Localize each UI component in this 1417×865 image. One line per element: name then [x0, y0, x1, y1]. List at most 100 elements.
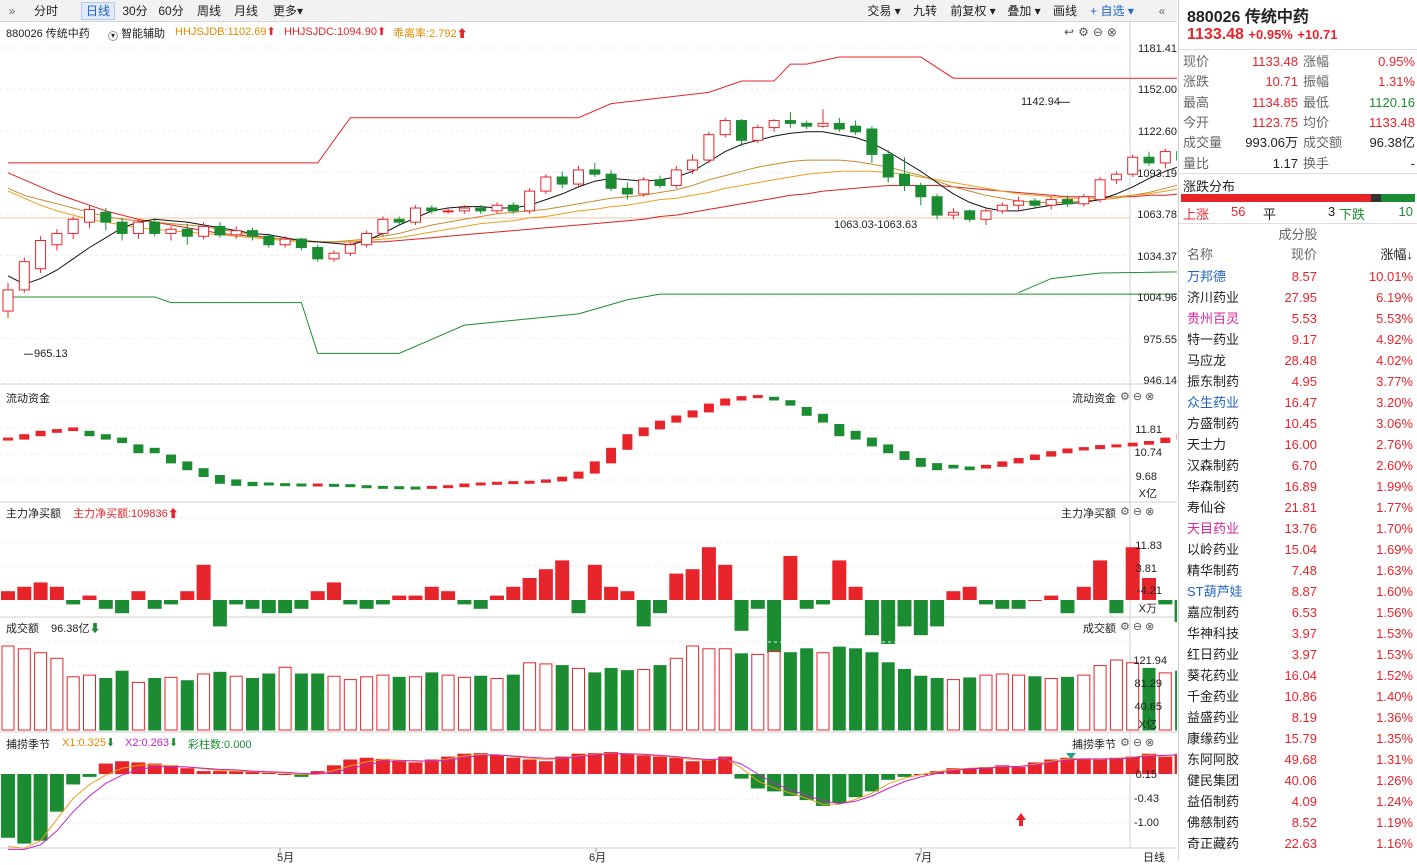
price-axis-label: 1034.37	[1117, 251, 1177, 263]
up-arrow-icon: ⬆	[168, 508, 179, 520]
period-button-daily[interactable]: 日线	[81, 2, 115, 20]
adjust-button[interactable]: 前复权 ▾	[946, 2, 1000, 20]
flow-bar	[557, 477, 567, 482]
stocks-header-name[interactable]: 名称	[1187, 245, 1213, 265]
minimize-icon[interactable]: ⊖	[1133, 621, 1145, 633]
nine-turn-button[interactable]: 九转	[910, 2, 940, 20]
settings-icon[interactable]: ⚙	[1120, 391, 1133, 403]
season-axis-label: -1.00	[1117, 817, 1159, 829]
stock-name: 东阿阿胶	[1187, 749, 1239, 770]
candle-body	[345, 245, 355, 253]
season-bar	[50, 774, 64, 812]
period-button-monthly[interactable]: 月线	[231, 2, 261, 20]
close-icon[interactable]: ⊗	[1145, 737, 1157, 749]
candle-body	[231, 231, 241, 235]
period-button-60min[interactable]: 60分	[157, 2, 185, 20]
quote-label: 最低	[1303, 93, 1329, 113]
minimize-icon[interactable]: ⊖	[1133, 737, 1145, 749]
settings-icon[interactable]: ⚙	[1078, 25, 1093, 39]
add-watchlist-button[interactable]: + 自选 ▾	[1086, 2, 1138, 20]
stock-name: 嘉应制药	[1187, 602, 1239, 623]
candle-body	[362, 233, 372, 244]
quote-chg: +10.71	[1297, 27, 1337, 42]
period-button-fenshi[interactable]: 分时	[30, 2, 62, 20]
stocks-header-price[interactable]: 现价	[1291, 245, 1317, 265]
minimize-icon[interactable]: ⊖	[1133, 506, 1145, 518]
close-icon[interactable]: ⊗	[1145, 506, 1157, 518]
back-icon[interactable]: ↩	[1064, 25, 1078, 39]
period-button-30min[interactable]: 30分	[121, 2, 149, 20]
period-button-weekly[interactable]: 周线	[194, 2, 224, 20]
close-icon[interactable]: ⊗	[1107, 25, 1121, 39]
minimize-icon[interactable]: ⊖	[1093, 25, 1107, 39]
flow-bar	[231, 479, 241, 485]
settings-icon[interactable]: ⚙	[1120, 506, 1133, 518]
stock-pct: 5.53%	[1376, 308, 1413, 329]
stock-price: 40.06	[1284, 770, 1317, 791]
stock-price: 13.76	[1284, 518, 1317, 539]
stock-price: 16.04	[1284, 665, 1317, 686]
settings-icon[interactable]: ⚙	[1120, 621, 1133, 633]
stocks-header-pct[interactable]: 涨幅↓	[1380, 245, 1413, 265]
collapse-left-icon[interactable]: »	[2, 2, 22, 20]
stock-name: 益佰制药	[1187, 791, 1239, 812]
netbuy-bar	[702, 547, 716, 600]
period-button-more[interactable]: 更多▾	[268, 2, 308, 20]
close-icon[interactable]: ⊗	[1145, 621, 1157, 633]
flow-bar	[1144, 441, 1154, 445]
turnover-bar	[540, 664, 552, 730]
close-icon[interactable]: ⊗	[1145, 391, 1157, 403]
band-lower-2	[1019, 270, 1177, 293]
minimize-icon[interactable]: ⊖	[1133, 391, 1145, 403]
overlay-label: 叠加	[1007, 4, 1031, 18]
chart-svg[interactable]	[0, 22, 1177, 860]
stock-price: 15.79	[1284, 728, 1317, 749]
turnover-bar	[687, 646, 699, 730]
candle-body	[476, 208, 486, 211]
candle-body	[883, 154, 893, 177]
indicator-hhjsjdc: HHJSJDC:1094.90⬆	[284, 25, 386, 38]
season-bar	[1077, 760, 1091, 775]
netbuy-bar	[800, 600, 814, 609]
stock-pct: 2.60%	[1376, 455, 1413, 476]
turnover-bar	[344, 680, 356, 730]
band-lower	[8, 294, 1177, 353]
season-bar	[604, 752, 618, 774]
netbuy-bar	[995, 600, 1009, 609]
collapse-right-icon[interactable]: «	[1152, 2, 1172, 20]
dist-bar-flat	[1371, 194, 1381, 202]
settings-icon[interactable]: ⚙	[1120, 737, 1133, 749]
smart-assist-toggle[interactable]: ▾ 智能辅助	[108, 25, 165, 41]
draw-button[interactable]: 画线	[1050, 2, 1080, 20]
overlay-button[interactable]: 叠加 ▾	[1004, 2, 1044, 20]
trade-button[interactable]: 交易 ▾	[862, 2, 906, 20]
